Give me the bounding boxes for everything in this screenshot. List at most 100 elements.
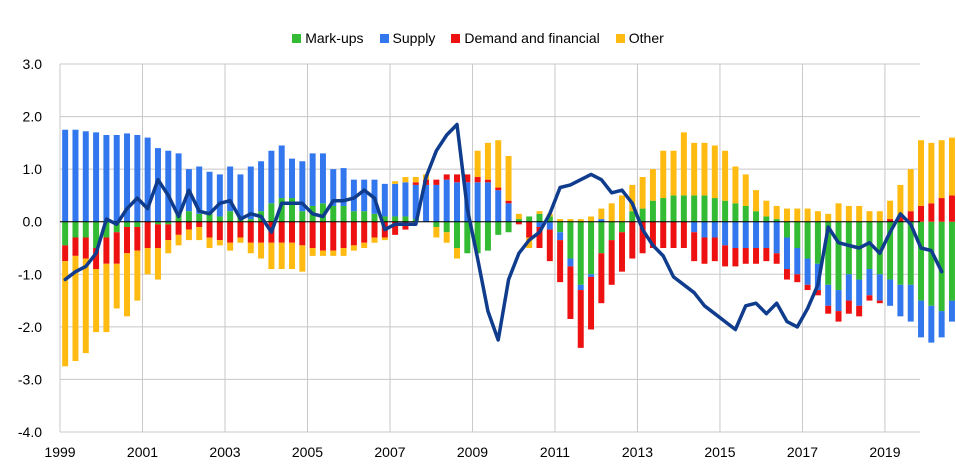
bar-other: [361, 242, 368, 248]
bar-mark-ups: [918, 221, 925, 301]
bar-other: [206, 237, 213, 248]
bar-supply: [381, 183, 388, 217]
bar-demand-and-financial: [546, 229, 553, 262]
bar-supply: [588, 274, 595, 277]
legend-item-mark-ups: Mark-ups: [292, 30, 364, 46]
bar-other: [134, 250, 141, 301]
bar-supply: [412, 184, 419, 220]
bar-mark-ups: [103, 221, 110, 238]
bar-supply: [835, 290, 842, 312]
bar-other: [577, 219, 584, 222]
bar-mark-ups: [856, 221, 863, 280]
bar-supply: [701, 221, 708, 238]
bar-supply: [103, 134, 110, 222]
legend-swatch-demand-and-financial: [451, 33, 461, 43]
bar-other: [237, 237, 244, 243]
bar-other: [154, 248, 161, 280]
y-tick-label: 3.0: [23, 56, 43, 72]
bar-mark-ups: [907, 221, 914, 285]
bar-mark-ups: [289, 198, 296, 222]
bar-other: [701, 142, 708, 196]
bar-demand-and-financial: [670, 221, 677, 248]
bar-mark-ups: [278, 198, 285, 222]
bar-demand-and-financial: [763, 248, 770, 262]
x-tick-label: 2003: [209, 444, 240, 460]
bar-demand-and-financial: [464, 174, 471, 183]
bar-other: [928, 142, 935, 204]
bar-mark-ups: [392, 216, 399, 222]
bar-mark-ups: [165, 221, 172, 225]
legend-label-supply: Supply: [392, 30, 436, 46]
bar-other: [732, 166, 739, 204]
bar-supply: [753, 221, 760, 248]
bar-demand-and-financial: [918, 205, 925, 222]
bar-demand-and-financial: [814, 290, 821, 296]
bar-mark-ups: [402, 216, 409, 222]
bar-mark-ups: [722, 200, 729, 222]
bar-supply: [82, 131, 89, 222]
bar-demand-and-financial: [928, 203, 935, 222]
bar-mark-ups: [546, 216, 553, 222]
bar-other: [93, 269, 100, 333]
bar-other: [598, 208, 605, 220]
bar-mark-ups: [154, 221, 161, 225]
bar-demand-and-financial: [278, 221, 285, 243]
legend-label-demand-and-financial: Demand and financial: [464, 30, 600, 46]
bar-other: [763, 200, 770, 217]
bar-mark-ups: [876, 221, 883, 275]
bar-mark-ups: [825, 221, 832, 285]
bar-supply: [134, 134, 141, 222]
bar-other: [103, 263, 110, 333]
bar-demand-and-financial: [639, 221, 646, 254]
bar-mark-ups: [484, 221, 491, 251]
bar-demand-and-financial: [154, 224, 161, 248]
bar-mark-ups: [567, 221, 574, 259]
bar-demand-and-financial: [835, 311, 842, 322]
bar-demand-and-financial: [289, 221, 296, 243]
bar-mark-ups: [619, 221, 625, 233]
bar-other: [299, 245, 306, 272]
bar-mark-ups: [361, 211, 368, 222]
bar-supply: [206, 171, 213, 214]
bar-supply: [505, 203, 512, 222]
bar-demand-and-financial: [804, 284, 811, 291]
grid: [59, 63, 920, 433]
bar-demand-and-financial: [433, 179, 440, 185]
bar-demand-and-financial: [783, 269, 790, 280]
bar-mark-ups: [381, 216, 388, 222]
bar-mark-ups: [948, 221, 955, 301]
bar-demand-and-financial: [474, 177, 481, 183]
bar-demand-and-financial: [825, 305, 832, 314]
bar-demand-and-financial: [660, 221, 667, 248]
x-tick-label: 2015: [704, 444, 735, 460]
bar-other: [289, 242, 296, 270]
bar-demand-and-financial: [361, 221, 368, 243]
bar-mark-ups: [340, 205, 347, 222]
bar-demand-and-financial: [495, 187, 502, 191]
bar-demand-and-financial: [62, 245, 69, 262]
bar-mark-ups: [371, 213, 378, 222]
bar-supply: [93, 132, 100, 222]
bar-supply: [732, 221, 739, 248]
bar-supply: [536, 221, 543, 227]
bar-other: [433, 226, 440, 238]
bar-demand-and-financial: [206, 221, 213, 238]
legend-swatch-supply: [379, 33, 389, 43]
bar-mark-ups: [319, 203, 326, 222]
bar-other: [567, 219, 574, 222]
bar-supply: [165, 150, 172, 222]
bar-other: [845, 205, 852, 222]
bar-mark-ups: [113, 221, 120, 233]
bar-mark-ups: [680, 195, 687, 222]
bar-other: [619, 195, 625, 222]
x-tick-label: 2019: [869, 444, 900, 460]
bar-demand-and-financial: [103, 237, 110, 264]
bar-mark-ups: [753, 211, 760, 222]
bar-other: [887, 200, 894, 220]
bar-mark-ups: [660, 198, 667, 222]
bar-mark-ups: [124, 221, 131, 227]
bar-demand-and-financial: [237, 221, 244, 238]
bar-demand-and-financial: [227, 221, 234, 243]
bar-mark-ups: [495, 221, 502, 235]
bar-supply: [577, 284, 584, 291]
